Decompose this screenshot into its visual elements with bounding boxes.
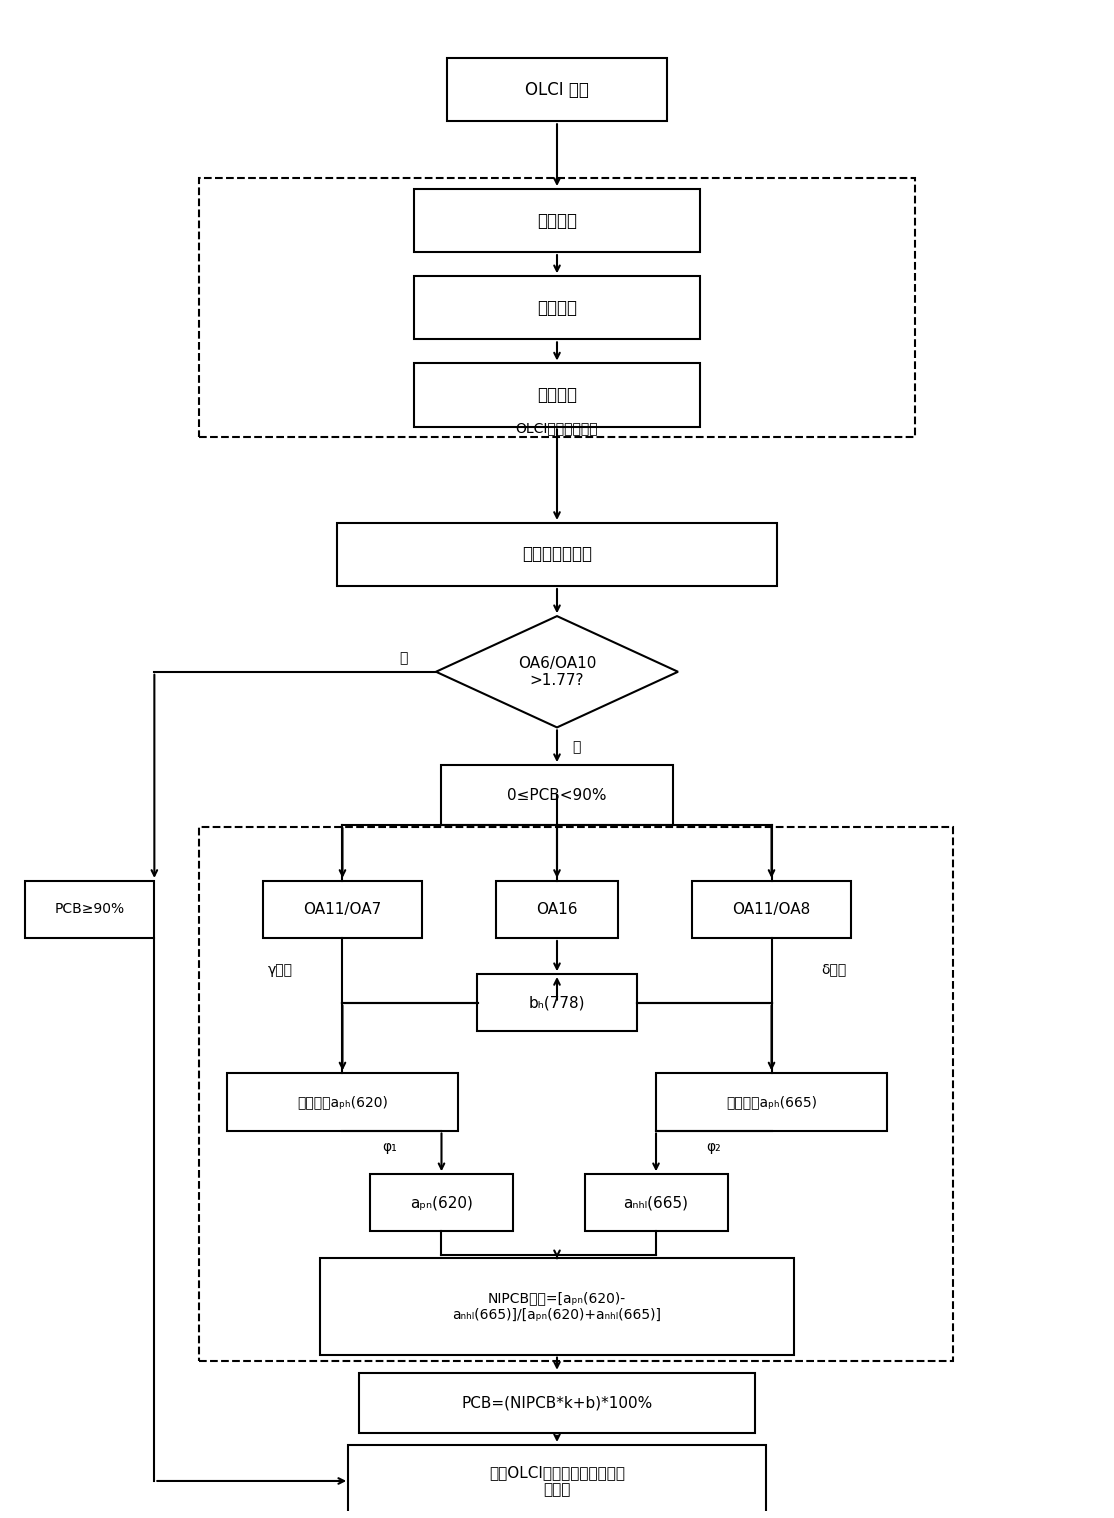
Text: OA16: OA16 [536, 902, 578, 917]
Text: OA11/OA8: OA11/OA8 [732, 902, 811, 917]
Text: φ₂: φ₂ [706, 1140, 721, 1154]
Text: 遥感反射率影像: 遥感反射率影像 [522, 545, 592, 563]
Text: OA11/OA7: OA11/OA7 [303, 902, 382, 917]
Text: bₕ(778): bₕ(778) [529, 996, 585, 1009]
Text: OA6/OA10
>1.77?: OA6/OA10 >1.77? [518, 656, 596, 688]
FancyBboxPatch shape [692, 880, 851, 938]
Text: PCB=(NIPCB*k+b)*100%: PCB=(NIPCB*k+b)*100% [461, 1395, 653, 1410]
FancyBboxPatch shape [447, 58, 667, 121]
Text: 大气校正: 大气校正 [537, 386, 577, 404]
FancyBboxPatch shape [359, 1372, 755, 1433]
Text: 校正后的aₚₕ(665): 校正后的aₚₕ(665) [726, 1094, 817, 1110]
FancyBboxPatch shape [25, 880, 155, 938]
FancyBboxPatch shape [414, 188, 700, 252]
FancyBboxPatch shape [414, 276, 700, 340]
Text: 否: 否 [573, 739, 580, 754]
Text: PCB≥90%: PCB≥90% [55, 902, 125, 917]
Text: 是: 是 [399, 651, 408, 665]
FancyBboxPatch shape [263, 880, 422, 938]
Text: γ校正: γ校正 [267, 962, 292, 976]
Text: aₙₕₗ(665): aₙₕₗ(665) [624, 1195, 688, 1210]
Text: 基于OLCI影像的蓝藻生物量比
例分布: 基于OLCI影像的蓝藻生物量比 例分布 [489, 1465, 625, 1497]
Text: aₚₙ(620): aₚₙ(620) [410, 1195, 473, 1210]
FancyBboxPatch shape [441, 765, 673, 826]
FancyBboxPatch shape [336, 522, 778, 586]
FancyBboxPatch shape [414, 363, 700, 427]
Polygon shape [436, 616, 678, 727]
Text: OLCI影像的预处理: OLCI影像的预处理 [516, 420, 598, 436]
Text: OLCI 影像: OLCI 影像 [525, 80, 589, 99]
FancyBboxPatch shape [348, 1445, 766, 1516]
Text: NIPCB指数=[aₚₙ(620)-
aₙₕₗ(665)]/[aₚₙ(620)+aₙₕₗ(665)]: NIPCB指数=[aₚₙ(620)- aₙₕₗ(665)]/[aₚₙ(620)+… [452, 1292, 662, 1322]
FancyBboxPatch shape [585, 1173, 727, 1231]
FancyBboxPatch shape [321, 1258, 793, 1354]
Text: 0≤PCB<90%: 0≤PCB<90% [507, 788, 607, 803]
Text: δ校正: δ校正 [822, 962, 847, 976]
FancyBboxPatch shape [656, 1073, 887, 1131]
Text: 辐射定标: 辐射定标 [537, 211, 577, 229]
Text: 校正后的aₚₕ(620): 校正后的aₚₕ(620) [297, 1094, 388, 1110]
FancyBboxPatch shape [370, 1173, 512, 1231]
FancyBboxPatch shape [497, 880, 617, 938]
FancyBboxPatch shape [477, 975, 637, 1031]
Text: 几何校正: 几何校正 [537, 299, 577, 317]
FancyBboxPatch shape [227, 1073, 458, 1131]
Text: φ₁: φ₁ [382, 1140, 398, 1154]
